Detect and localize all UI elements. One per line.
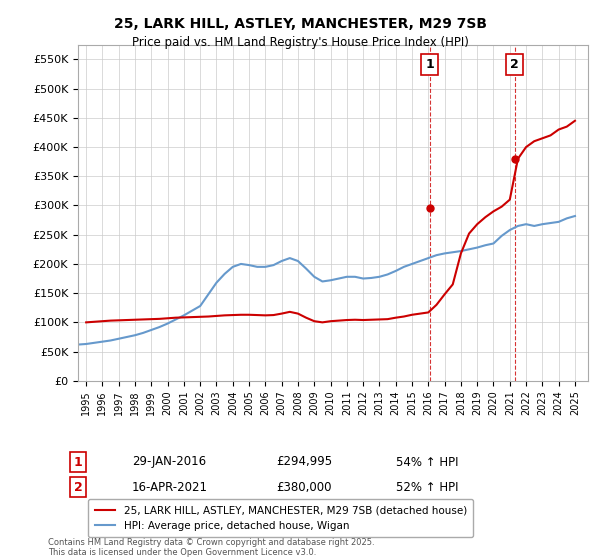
Text: £380,000: £380,000 — [276, 480, 331, 494]
Text: 54% ↑ HPI: 54% ↑ HPI — [396, 455, 458, 469]
Text: 1: 1 — [425, 58, 434, 71]
Text: Contains HM Land Registry data © Crown copyright and database right 2025.
This d: Contains HM Land Registry data © Crown c… — [48, 538, 374, 557]
Text: 52% ↑ HPI: 52% ↑ HPI — [396, 480, 458, 494]
Text: 29-JAN-2016: 29-JAN-2016 — [132, 455, 206, 469]
Text: 25, LARK HILL, ASTLEY, MANCHESTER, M29 7SB: 25, LARK HILL, ASTLEY, MANCHESTER, M29 7… — [113, 17, 487, 31]
Text: 2: 2 — [74, 480, 82, 494]
Text: 1: 1 — [74, 455, 82, 469]
Text: Price paid vs. HM Land Registry's House Price Index (HPI): Price paid vs. HM Land Registry's House … — [131, 36, 469, 49]
Text: 2: 2 — [510, 58, 519, 71]
Text: £294,995: £294,995 — [276, 455, 332, 469]
Legend: 25, LARK HILL, ASTLEY, MANCHESTER, M29 7SB (detached house), HPI: Average price,: 25, LARK HILL, ASTLEY, MANCHESTER, M29 7… — [88, 499, 473, 537]
Text: 16-APR-2021: 16-APR-2021 — [132, 480, 208, 494]
